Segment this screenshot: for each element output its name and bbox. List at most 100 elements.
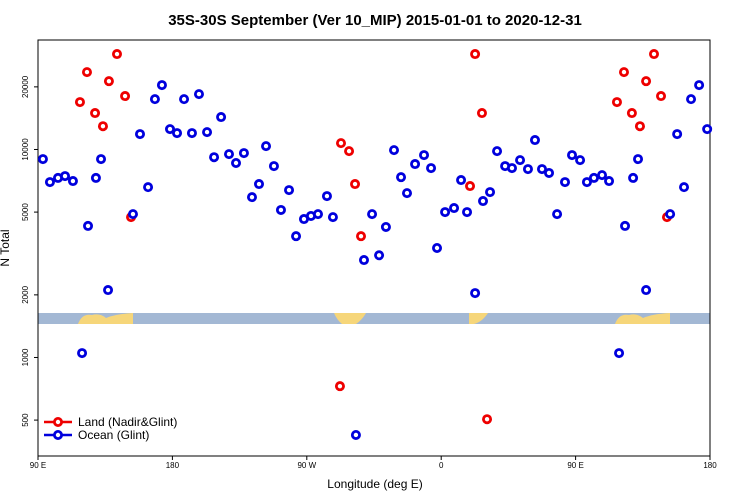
y-tick-label: 500 [21, 413, 30, 427]
data-point [628, 172, 639, 183]
x-tick-label: 180 [166, 461, 180, 470]
data-point [179, 94, 190, 105]
x-tick-label: 180 [703, 461, 717, 470]
data-point [665, 209, 676, 220]
data-point [567, 150, 578, 161]
data-point [515, 155, 526, 166]
data-point [111, 49, 122, 60]
data-point [103, 76, 114, 87]
data-point [492, 146, 503, 157]
data-point [641, 76, 652, 87]
data-point [238, 148, 249, 159]
data-point [476, 108, 487, 119]
data-point [597, 170, 608, 181]
legend-marker [53, 429, 64, 440]
data-point [559, 177, 570, 188]
data-point [686, 94, 697, 105]
data-point [478, 196, 489, 207]
data-point [356, 231, 367, 242]
data-point [679, 182, 690, 193]
data-point [143, 182, 154, 193]
data-point [544, 167, 555, 178]
data-point [656, 91, 667, 102]
data-point [482, 414, 493, 425]
data-point [103, 285, 114, 296]
data-point [149, 94, 160, 105]
data-point [575, 155, 586, 166]
data-point [581, 177, 592, 188]
data-point [83, 220, 94, 231]
data-point [537, 164, 548, 175]
data-point [202, 127, 213, 138]
data-point [465, 181, 476, 192]
data-point [254, 179, 265, 190]
legend-label: Ocean (Glint) [78, 428, 149, 442]
data-point [216, 112, 227, 123]
data-point [694, 80, 705, 91]
x-axis-label: Longitude (deg E) [327, 477, 422, 491]
data-point [470, 49, 481, 60]
y-axis-label: N Total [0, 229, 12, 266]
map-band [38, 313, 710, 324]
data-point [588, 172, 599, 183]
data-point [358, 255, 369, 266]
data-point [462, 207, 473, 218]
data-point [529, 135, 540, 146]
data-point [618, 67, 629, 78]
data-point [246, 192, 257, 203]
data-point [522, 164, 533, 175]
data-point [614, 348, 625, 359]
x-tick-label: 90 E [30, 461, 46, 470]
data-point [335, 138, 346, 149]
data-point [120, 91, 131, 102]
plot-area [38, 40, 710, 456]
data-point [344, 146, 355, 157]
data-point [702, 124, 713, 135]
data-point [426, 163, 437, 174]
data-point [633, 154, 644, 165]
data-point [321, 191, 332, 202]
data-point [456, 175, 467, 186]
plot-frame [37, 39, 711, 457]
data-point [81, 67, 92, 78]
data-point [291, 231, 302, 242]
x-tick-label: 90 E [567, 461, 583, 470]
data-point [97, 121, 108, 132]
data-point [193, 89, 204, 100]
data-point [96, 154, 107, 165]
data-point [552, 209, 563, 220]
y-tick-label: 1000 [21, 348, 30, 366]
data-point [90, 172, 101, 183]
data-point [165, 124, 176, 135]
data-point [649, 49, 660, 60]
data-point [44, 177, 55, 188]
data-point [186, 128, 197, 139]
x-tick-label: 90 W [297, 461, 316, 470]
data-point [60, 171, 71, 182]
data-point [74, 97, 85, 108]
data-point [37, 154, 48, 165]
data-point [389, 145, 400, 156]
data-point [327, 212, 338, 223]
data-point [223, 149, 234, 160]
data-point [620, 220, 631, 231]
data-point [396, 172, 407, 183]
data-point [634, 121, 645, 132]
data-point [641, 285, 652, 296]
data-point [449, 203, 460, 214]
data-point [402, 188, 413, 199]
data-point [261, 141, 272, 152]
data-point [275, 204, 286, 215]
legend-marker [53, 416, 64, 427]
data-point [90, 108, 101, 119]
data-point [432, 242, 443, 253]
data-point [419, 150, 430, 161]
data-point [611, 97, 622, 108]
data-point [209, 152, 220, 163]
chart-title: 35S-30S September (Ver 10_MIP) 2015-01-0… [168, 12, 582, 29]
data-point [604, 176, 615, 187]
data-point [485, 187, 496, 198]
data-point [134, 129, 145, 140]
data-point [172, 128, 183, 139]
data-point [77, 348, 88, 359]
